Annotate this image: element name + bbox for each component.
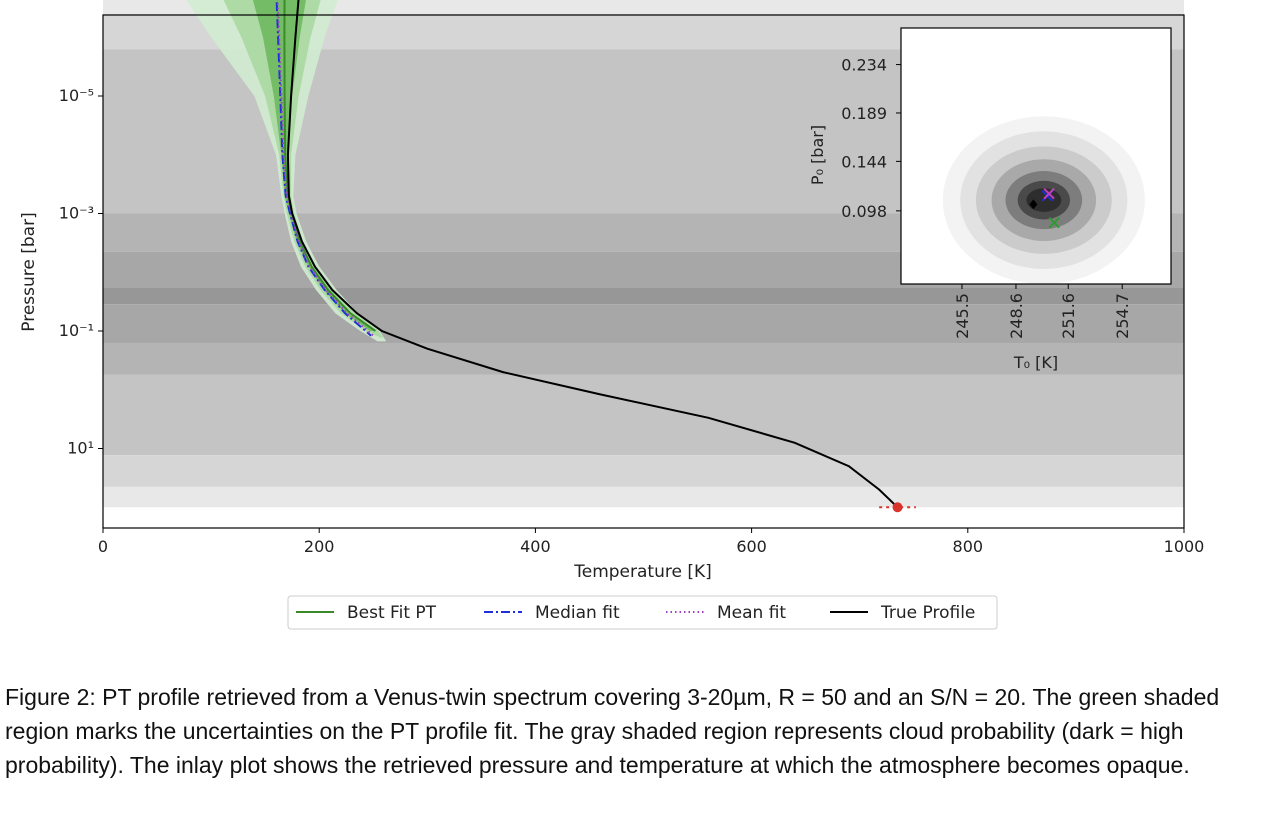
x-tick-label: 200 (304, 537, 335, 556)
figure-caption: Figure 2: PT profile retrieved from a Ve… (5, 684, 1220, 778)
inset-y-tick-label: 0.234 (841, 56, 887, 75)
x-axis-label: Temperature [K] (573, 562, 712, 582)
x-axis-ticks: 0 200 400 600 800 1000 (98, 528, 1204, 556)
series-lines (275, 0, 899, 509)
y-tick-label: 10⁻⁵ (59, 86, 94, 105)
series-mean-fit (276, 0, 374, 337)
surface-marker (892, 502, 903, 513)
inset-x-label: T₀ [K] (1013, 353, 1058, 372)
inset-x-ticks: 245.5 248.6 251.6 254.7 (953, 284, 1132, 339)
inset-marker-true (1029, 199, 1038, 210)
inset-x-tick-label: 248.6 (1007, 293, 1026, 339)
uncertainty-band-inner (252, 0, 376, 331)
cloud-band-6 (103, 304, 1184, 343)
cloud-band-9 (103, 455, 1184, 487)
uncertainty-band-mid (223, 0, 383, 338)
inset-x-tick-label: 254.7 (1113, 293, 1132, 339)
inset-y-tick-label: 0.189 (841, 104, 887, 123)
legend-label-best-fit-pt: Best Fit PT (347, 603, 437, 623)
main-axes-frame (102, 14, 1185, 529)
y-tick-label: 10⁻¹ (59, 321, 94, 340)
cloud-band-5 (103, 287, 1184, 305)
legend: Best Fit PT Median fit Mean fit True Profil… (287, 595, 998, 630)
legend-label-true-profile: True Profile (880, 603, 975, 623)
cloud-band-8 (103, 374, 1184, 456)
y-tick-label: 10⁻³ (59, 204, 94, 223)
x-tick-label: 600 (736, 537, 767, 556)
series-median-fit (275, 0, 372, 337)
inset-y-tick-label: 0.098 (841, 202, 887, 221)
legend-box (287, 595, 998, 630)
inset-marker-mean (1043, 187, 1055, 200)
y-axis-ticks: 10⁻⁵ 10⁻³ 10⁻¹ 10¹ (59, 86, 103, 458)
series-true-profile (286, 0, 899, 509)
legend-items: Best Fit PT Median fit Mean fit True Profil… (296, 603, 975, 623)
pt-profile-figure: 0 200 400 600 800 1000 10⁻⁵ 10⁻³ 10⁻¹ 10¹ Temper… (19, 0, 1204, 630)
x-tick-label: 800 (953, 537, 984, 556)
inset-y-label: P₀ [bar] (808, 125, 827, 185)
cloud-band-7 (103, 342, 1184, 375)
inset-marker-best_fit (1048, 216, 1060, 229)
inset-x-tick-label: 251.6 (1059, 293, 1078, 339)
y-tick-label: 10¹ (67, 439, 94, 458)
inset-y-ticks: 0.098 0.144 0.189 0.234 (841, 56, 901, 221)
legend-label-mean-fit: Mean fit (717, 603, 786, 623)
x-tick-label: 0 (98, 537, 108, 556)
inset-axes-frame (900, 27, 1172, 285)
x-tick-label: 1000 (1164, 537, 1205, 556)
legend-label-median-fit: Median fit (535, 603, 620, 623)
cloud-band-0 (103, 0, 1184, 14)
inset-markers (1029, 187, 1060, 229)
surface-point (879, 502, 916, 513)
y-axis-label: Pressure [bar] (19, 212, 39, 331)
inset-plot: 245.5 248.6 251.6 254.7 0.098 0.144 0.189 0.23… (808, 27, 1172, 372)
cloud-band-10 (103, 486, 1184, 508)
x-tick-label: 400 (520, 537, 551, 556)
inset-y-tick-label: 0.144 (841, 152, 887, 171)
inset-x-tick-label: 245.5 (953, 293, 972, 339)
